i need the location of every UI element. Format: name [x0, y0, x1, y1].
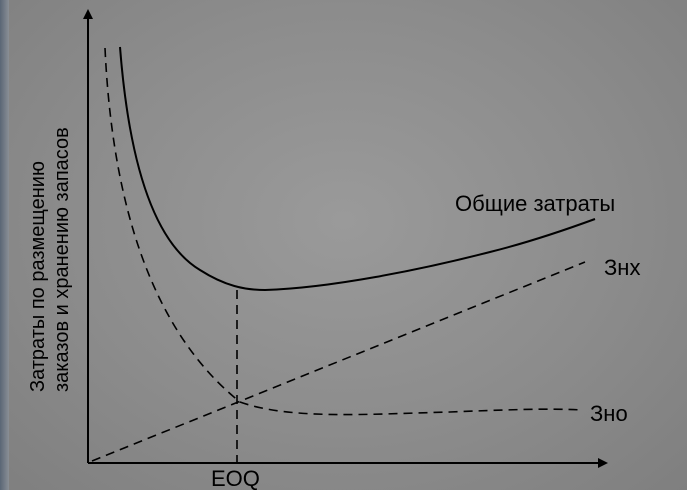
series-ordering-costs-line — [104, 47, 583, 416]
y-axis-label-line-1: Затраты по размещению — [27, 161, 49, 392]
series-total-costs-line — [119, 46, 596, 292]
y-axis-label-line-2: заказов и хранению запасов — [51, 127, 73, 392]
series-label-ordering-costs: Зно — [590, 401, 628, 426]
left-edge-stripe — [0, 0, 9, 490]
y-axis-label: Затраты по размещению заказов и хранению… — [27, 127, 73, 392]
x-tick-label-eoq: EOQ — [211, 466, 260, 490]
series-holding-costs-line — [91, 261, 586, 462]
series-label-holding-costs: Знх — [604, 255, 640, 280]
series-label-total-costs: Общие затраты — [455, 191, 615, 216]
